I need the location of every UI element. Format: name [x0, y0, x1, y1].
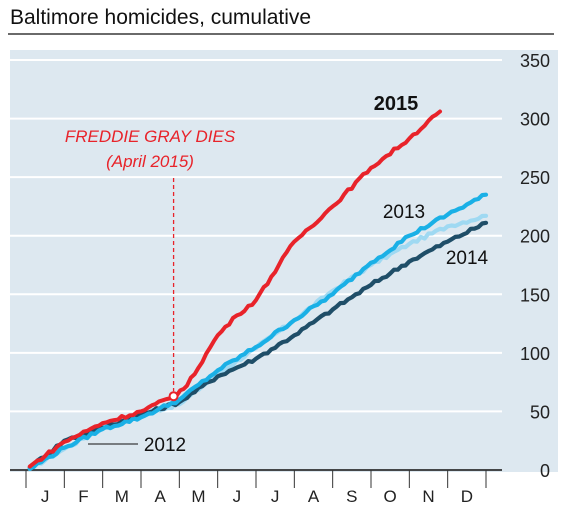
- y-tick-label: 0: [540, 461, 550, 481]
- x-tick-label: J: [41, 487, 50, 506]
- plot-background: [10, 50, 558, 472]
- annotation-label-2: (April 2015): [106, 152, 194, 171]
- x-tick-label: O: [384, 487, 397, 506]
- series-label-2013: 2013: [383, 202, 425, 223]
- y-tick-label: 100: [520, 344, 550, 364]
- annotation-marker: [168, 391, 179, 402]
- y-tick-label: 200: [520, 227, 550, 247]
- x-tick-label: J: [271, 487, 280, 506]
- x-tick-label: J: [233, 487, 242, 506]
- series-line-2015: [27, 109, 442, 469]
- x-tick-label: D: [461, 487, 473, 506]
- x-tick-label: S: [346, 487, 357, 506]
- x-tick-label: M: [191, 487, 205, 506]
- series-label-2015: 2015: [374, 93, 419, 115]
- y-tick-label: 150: [520, 285, 550, 305]
- series-line-2013: [27, 192, 489, 471]
- x-tick-label: F: [78, 487, 88, 506]
- x-tick-label: N: [422, 487, 434, 506]
- x-tick-label: A: [154, 487, 166, 506]
- y-tick-label: 250: [520, 168, 550, 188]
- series-label-2012: 2012: [144, 435, 186, 456]
- x-tick-label: M: [115, 487, 129, 506]
- y-tick-label: 350: [520, 51, 550, 71]
- y-tick-label: 300: [520, 110, 550, 130]
- chart-title: Baltimore homicides, cumulative: [10, 6, 312, 29]
- annotation-label-1: FREDDIE GRAY DIES: [65, 127, 236, 146]
- y-tick-label: 50: [530, 402, 550, 422]
- x-tick-label: A: [308, 487, 320, 506]
- series-label-2014: 2014: [446, 248, 489, 269]
